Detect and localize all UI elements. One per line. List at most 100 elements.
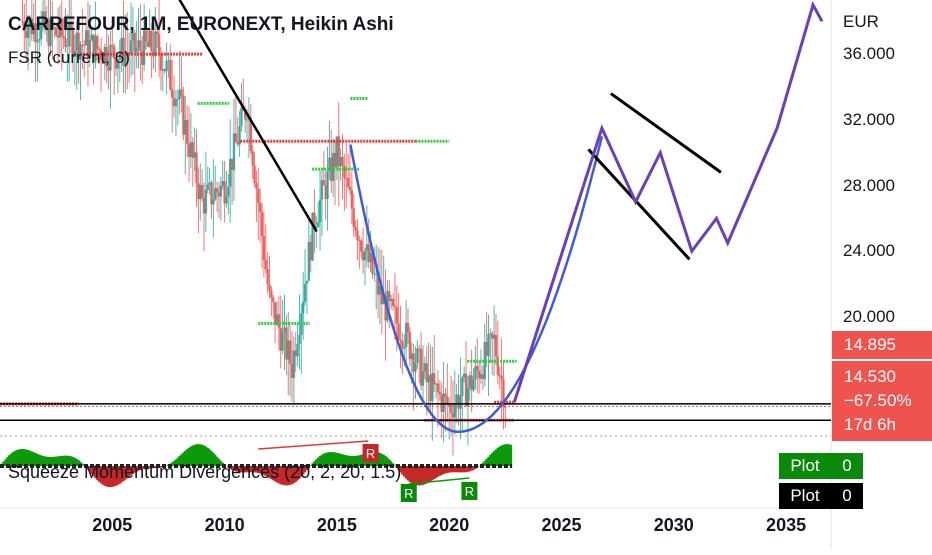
- candle-body: [182, 95, 185, 135]
- candle-body: [492, 334, 496, 339]
- candle-body: [206, 184, 209, 191]
- candle-body: [453, 404, 457, 418]
- divergence-line: [408, 477, 470, 485]
- candle-body: [380, 285, 384, 305]
- x-tick-label: 2015: [316, 515, 357, 535]
- candle-body: [21, 21, 24, 23]
- candle-body: [223, 181, 226, 204]
- x-tick-label: 2025: [541, 515, 582, 535]
- candle-body: [433, 373, 436, 385]
- candle-body: [504, 407, 507, 409]
- candle-body: [142, 30, 146, 65]
- candle-body: [161, 69, 165, 71]
- candle-body: [114, 58, 118, 69]
- candle-body: [96, 36, 99, 49]
- candle-body: [419, 349, 423, 386]
- candle-body: [397, 323, 400, 340]
- y-tick-label: 24.000: [843, 241, 895, 261]
- divergence-marker: [461, 482, 478, 500]
- candle-body: [232, 133, 236, 171]
- candle-body: [51, 17, 54, 29]
- candle-body: [474, 366, 477, 380]
- cup-curve: [349, 136, 604, 434]
- candle-body: [356, 230, 359, 240]
- candle-body: [122, 37, 125, 66]
- candle-body: [333, 152, 337, 168]
- candle-body: [191, 142, 194, 158]
- candle-body: [45, 20, 48, 28]
- candle-body: [434, 383, 438, 385]
- candle-body: [234, 133, 238, 142]
- candle-body: [56, 35, 60, 38]
- candle-body: [215, 188, 219, 193]
- candle-body: [378, 285, 382, 295]
- candle-body: [447, 404, 451, 406]
- candle-body: [141, 51, 144, 65]
- candle-body: [210, 182, 213, 205]
- candle-body: [195, 152, 198, 184]
- candle-body: [376, 273, 380, 295]
- candle-body: [36, 40, 39, 43]
- candle-body: [318, 199, 322, 223]
- x-tick-label: 2020: [429, 515, 470, 535]
- candle-body: [395, 307, 398, 324]
- candle-body: [350, 190, 354, 209]
- candle-body: [109, 44, 112, 71]
- last-price: 14.530: [844, 367, 896, 386]
- plot-badge-2-value: 0: [842, 486, 852, 505]
- candle-body: [43, 11, 47, 28]
- candle-body: [230, 158, 234, 171]
- y-tick-label: 28.000: [843, 175, 895, 195]
- candle-body: [178, 89, 181, 99]
- candle-body: [326, 170, 329, 199]
- candle-body: [436, 383, 440, 392]
- candle-body: [468, 375, 471, 388]
- candle-body: [221, 181, 224, 186]
- candle-body: [425, 363, 428, 383]
- x-tick-label: 2035: [766, 515, 807, 535]
- candle-body: [135, 47, 138, 53]
- candle-body: [410, 353, 413, 360]
- divergence-marker-label: R: [404, 486, 413, 501]
- candle-body: [500, 375, 503, 380]
- candle-body: [245, 119, 249, 121]
- candle-body: [60, 18, 63, 36]
- divergence-marker-label: R: [366, 446, 375, 461]
- candle-body: [292, 350, 296, 379]
- candle-body: [315, 226, 318, 229]
- candle-body: [255, 183, 258, 189]
- candle-body: [272, 297, 275, 303]
- candle-body: [238, 126, 241, 145]
- candle-body: [290, 363, 294, 379]
- candle-body: [214, 188, 217, 200]
- candle-body: [71, 30, 75, 58]
- candle-body: [345, 177, 348, 179]
- candle-body: [69, 21, 73, 31]
- candle-body: [169, 60, 172, 90]
- candle-body: [341, 156, 344, 166]
- candle-body: [107, 66, 110, 71]
- candle-body: [483, 341, 486, 380]
- plot-badge-1-label: Plot: [790, 456, 820, 475]
- candle-body: [129, 40, 133, 55]
- candle-body: [249, 118, 252, 152]
- candle-body: [446, 396, 449, 405]
- candle-body: [374, 273, 378, 275]
- candle-body: [240, 107, 243, 127]
- plot-badge-1: Plot 0: [779, 453, 863, 479]
- candle-body: [41, 11, 45, 22]
- candle-body: [346, 177, 350, 187]
- fsr-indicator-label[interactable]: FSR (current, 6): [8, 48, 130, 67]
- candle-body: [58, 18, 62, 38]
- squeeze-indicator-label[interactable]: Squeeze Momentum Divergences (20, 2, 20,…: [8, 462, 402, 482]
- candle-body: [111, 44, 114, 47]
- candle-body: [170, 89, 174, 98]
- candle-body: [217, 192, 221, 197]
- candle-body: [367, 244, 370, 263]
- candle-body: [157, 34, 161, 54]
- candle-body: [399, 339, 402, 342]
- candle-body: [53, 27, 56, 29]
- candle-body: [352, 208, 355, 227]
- candle-body: [139, 40, 142, 52]
